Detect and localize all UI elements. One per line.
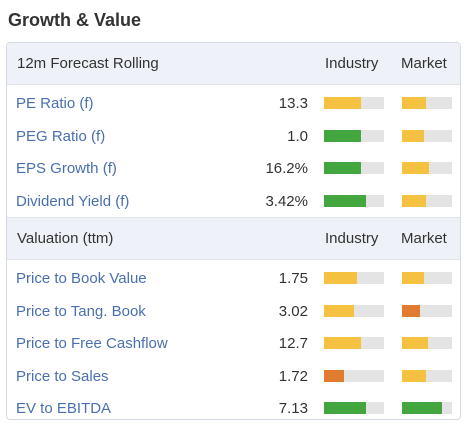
metric-row-dividend-yield: Dividend Yield (f) 3.42% [7,185,460,218]
market-bar-fill [402,402,442,414]
forecast-rows: PE Ratio (f) 13.3 PEG Ratio (f) 1.0 EPS … [7,85,460,217]
market-bar-fill [402,129,424,142]
market-bar-fill [402,162,429,174]
metrics-card: 12m Forecast Rolling Industry Market PE … [6,42,461,420]
industry-bar-fill [324,402,366,414]
industry-bar-fill [324,272,357,284]
section-label: Valuation (ttm) [17,230,114,247]
metric-link[interactable]: Price to Book Value [16,270,147,287]
market-bar-fill [402,272,424,284]
industry-bar-fill [324,194,366,207]
metric-value: 3.42% [265,192,308,210]
metric-link[interactable]: PE Ratio (f) [16,95,94,112]
metric-row-price-to-sales: Price to Sales 1.72 [7,360,460,393]
market-bar [402,337,452,349]
industry-column-header: Industry [325,230,379,247]
market-bar-fill [402,337,428,349]
metric-row-pe-ratio: PE Ratio (f) 13.3 [7,87,460,120]
valuation-rows: Price to Book Value 1.75 Price to Tang. … [7,260,460,419]
metric-link[interactable]: EV to EBITDA [16,400,112,417]
metric-row-eps-growth: EPS Growth (f) 16.2% [7,152,460,185]
metric-value: 7.13 [278,400,308,417]
market-bar [402,97,452,109]
metric-row-price-to-free-cashflow: Price to Free Cashflow 12.7 [7,327,460,360]
metric-link[interactable]: Price to Sales [16,367,109,385]
market-bar [402,402,452,414]
industry-bar [324,194,384,207]
market-bar [402,162,452,174]
industry-bar-fill [324,97,362,109]
metric-value: 1.72 [278,367,308,385]
metric-value: 12.7 [278,335,308,352]
forecast-section-header: 12m Forecast Rolling Industry Market [7,43,460,85]
metric-value: 1.0 [287,127,308,145]
market-bar-fill [402,97,426,109]
industry-bar-fill [324,129,362,142]
valuation-section-header: Valuation (ttm) Industry Market [7,217,460,260]
industry-bar-fill [324,337,362,349]
market-bar-fill [402,304,420,317]
industry-bar [324,369,384,382]
market-bar [402,272,452,284]
market-column-header: Market [401,230,447,247]
metric-row-ev-to-ebitda: EV to EBITDA 7.13 [7,392,460,419]
industry-bar-fill [324,304,354,317]
metric-link[interactable]: Dividend Yield (f) [16,192,130,210]
market-bar [402,304,452,317]
metric-row-peg-ratio: PEG Ratio (f) 1.0 [7,120,460,153]
metric-link[interactable]: EPS Growth (f) [16,160,117,177]
industry-bar [324,97,384,109]
market-bar [402,194,452,207]
market-bar [402,369,452,382]
metric-value: 3.02 [278,302,308,320]
section-label: 12m Forecast Rolling [17,55,159,72]
industry-column-header: Industry [325,55,379,72]
market-bar-fill [402,369,426,382]
industry-bar-fill [324,162,362,174]
industry-bar [324,162,384,174]
industry-bar-fill [324,369,344,382]
industry-bar [324,272,384,284]
industry-bar [324,402,384,414]
metric-value: 1.75 [278,270,308,287]
metric-row-price-to-tang-book: Price to Tang. Book 3.02 [7,295,460,328]
market-bar [402,129,452,142]
metric-link[interactable]: Price to Tang. Book [16,302,146,320]
metric-value: 13.3 [278,95,308,112]
metric-row-price-to-book: Price to Book Value 1.75 [7,262,460,295]
industry-bar [324,304,384,317]
market-bar-fill [402,194,426,207]
industry-bar [324,337,384,349]
metric-link[interactable]: PEG Ratio (f) [16,127,106,145]
industry-bar [324,129,384,142]
metric-link[interactable]: Price to Free Cashflow [16,335,168,352]
widget-title: Growth & Value [8,10,142,30]
metric-value: 16.2% [265,160,308,177]
market-column-header: Market [401,55,447,72]
